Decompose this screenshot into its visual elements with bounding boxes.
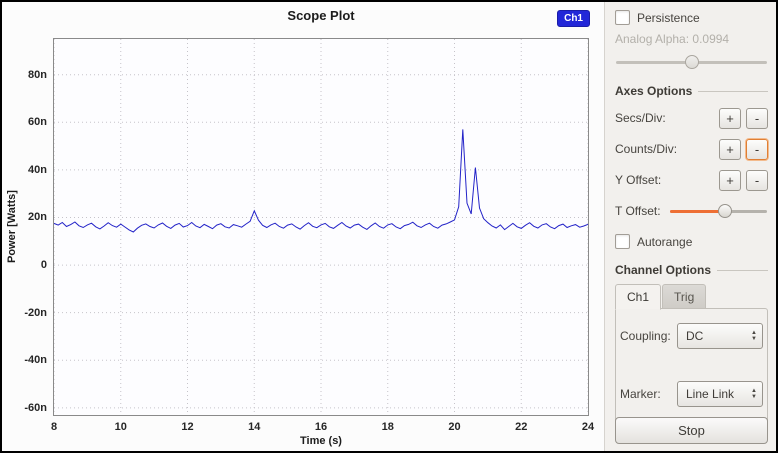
counts-div-plus-button[interactable]: + [719, 138, 741, 160]
x-tick-label: 18 [381, 421, 394, 433]
autorange-checkbox[interactable] [615, 234, 630, 249]
coupling-select[interactable]: DC ▲ ▼ [677, 323, 763, 349]
y-offset-minus-button[interactable]: - [746, 169, 768, 191]
heading-rule [717, 269, 768, 271]
coupling-row: Coupling: DC ▲ ▼ [620, 323, 763, 349]
axes-options-heading: Axes Options [615, 84, 768, 98]
tab-ch1[interactable]: Ch1 [615, 284, 662, 310]
x-tick-label: 20 [448, 421, 461, 433]
marker-select[interactable]: Line Link ▲ ▼ [677, 381, 763, 407]
scope-plot-area: Scope Plot Ch1 Power [Watts] 8 10 12 14 16 18… [2, 2, 604, 451]
y-tick-label: 40n [28, 163, 47, 176]
x-tick-label: 24 [581, 421, 595, 433]
persistence-checkbox[interactable] [615, 10, 630, 25]
secs-div-label: Secs/Div: [615, 111, 666, 125]
x-axis-label: Time (s) [300, 435, 342, 447]
secs-div-row: Secs/Div: + - [615, 107, 768, 129]
persistence-label: Persistence [637, 10, 700, 25]
marker-value: Line Link [686, 387, 735, 401]
analog-alpha-slider [615, 55, 768, 70]
slider-thumb [684, 55, 699, 69]
y-tick-label: -20n [24, 306, 47, 319]
slider-fill [669, 209, 727, 213]
counts-div-label: Counts/Div: [615, 142, 678, 156]
slider-thumb[interactable] [718, 203, 733, 218]
y-offset-label: Y Offset: [615, 173, 662, 187]
scope-trace-svg [54, 39, 588, 415]
spinner-arrows-icon: ▲ ▼ [751, 388, 757, 400]
y-tick-label: -40n [24, 354, 47, 367]
x-tick-label: 10 [114, 421, 127, 433]
autorange-label: Autorange [637, 234, 693, 249]
x-tick-label: 8 [50, 421, 58, 433]
spinner-arrows-icon: ▲ ▼ [751, 330, 757, 342]
x-tick-label: 16 [314, 421, 328, 433]
t-offset-row: T Offset: [615, 201, 768, 221]
channel-tabs: Ch1 Trig [615, 284, 768, 310]
axes-options-heading-text: Axes Options [615, 84, 693, 98]
y-tick-label: -60n [24, 401, 47, 414]
marker-label: Marker: [620, 387, 661, 401]
coupling-value: DC [686, 329, 704, 343]
marker-row: Marker: Line Link ▲ ▼ [620, 381, 763, 407]
x-tick-label: 14 [248, 421, 261, 433]
y-offset-plus-button[interactable]: + [719, 169, 741, 191]
x-tick-label: 22 [515, 421, 528, 433]
y-tick-label: 20n [28, 211, 47, 224]
y-tick-label: 0 [40, 259, 47, 272]
coupling-label: Coupling: [620, 329, 671, 343]
secs-div-minus-button[interactable]: - [746, 107, 768, 129]
t-offset-slider[interactable] [669, 203, 768, 219]
channel-options-heading-text: Channel Options [615, 263, 711, 277]
autorange-row: Autorange [615, 234, 768, 249]
y-tick-label: 60n [28, 116, 47, 129]
legend-ch1-badge: Ch1 [557, 10, 590, 27]
tab-trig[interactable]: Trig [662, 284, 707, 309]
heading-rule [698, 90, 768, 92]
counts-div-minus-button[interactable]: - [746, 138, 768, 160]
t-offset-label: T Offset: [615, 204, 661, 218]
secs-div-plus-button[interactable]: + [719, 107, 741, 129]
y-offset-row: Y Offset: + - [615, 169, 768, 191]
control-panel: Persistence Analog Alpha: 0.0994 Axes Op… [604, 2, 776, 451]
plot-canvas[interactable] [53, 38, 589, 416]
y-tick-label: 80n [28, 68, 47, 81]
persistence-row: Persistence [615, 10, 768, 25]
counts-div-row: Counts/Div: + - [615, 138, 768, 160]
x-tick-label: 12 [181, 421, 194, 433]
channel-options-heading: Channel Options [615, 263, 768, 277]
trace-ch1 [54, 129, 588, 233]
analog-alpha-label: Analog Alpha: 0.0994 [615, 32, 730, 46]
plot-title: Scope Plot [287, 8, 355, 23]
stop-button[interactable]: Stop [615, 417, 768, 444]
